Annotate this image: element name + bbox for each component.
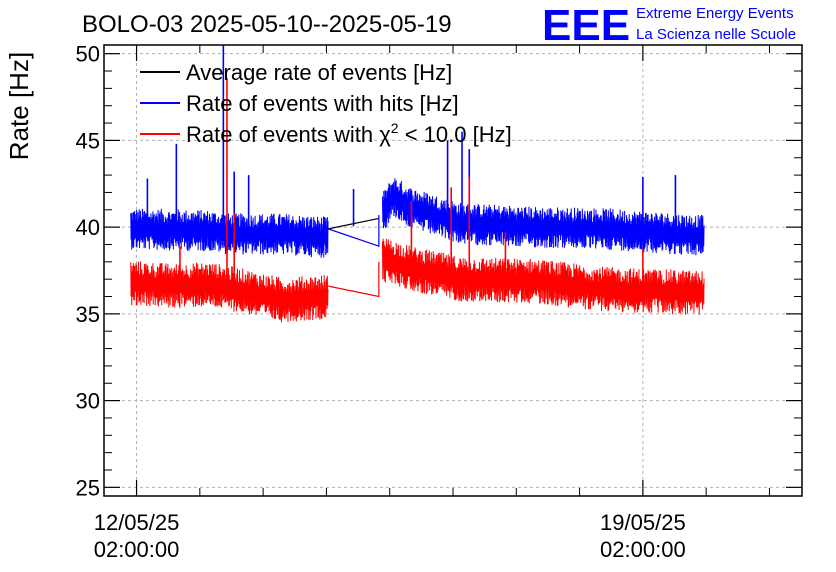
- x-tick-label-time: 02:00:00: [600, 537, 686, 562]
- legend-average-label: Average rate of events [Hz]: [186, 60, 452, 85]
- org-subtitle: La Scienza nelle Scuole: [636, 26, 796, 43]
- y-tick-label: 40: [76, 215, 100, 240]
- legend: Average rate of events [Hz] Rate of even…: [140, 60, 512, 147]
- axis-ticks: 25303540455012/05/2502:00:0019/05/2502:0…: [76, 42, 802, 562]
- hits-gap-connector: [328, 214, 380, 248]
- average-gap-connector: [328, 217, 379, 230]
- hits-series-line: [381, 178, 705, 256]
- y-tick-label: 30: [76, 389, 100, 414]
- org-name: Extreme Energy Events: [636, 5, 794, 22]
- legend-chi2-sup: 2: [391, 120, 399, 136]
- y-tick-label: 45: [76, 128, 100, 153]
- legend-chi2-symbol: χ: [379, 122, 391, 147]
- hits-series-line: [130, 208, 329, 258]
- legend-chi2-suffix: < 10.0 [Hz]: [399, 122, 512, 147]
- chart-title: BOLO-03 2025-05-10--2025-05-19: [82, 11, 452, 38]
- y-axis-label: Rate [Hz]: [4, 52, 34, 160]
- x-tick-label-time: 02:00:00: [94, 537, 180, 562]
- legend-chi2-label: Rate of events with χ2 < 10.0 [Hz]: [186, 120, 512, 147]
- data-layer: [130, 45, 705, 323]
- y-tick-label: 25: [76, 475, 100, 500]
- legend-chi2-prefix: Rate of events with: [186, 122, 379, 147]
- chi2-series-line: [381, 238, 705, 315]
- chi2-gap-connector: [328, 261, 380, 298]
- y-tick-label: 50: [76, 42, 100, 67]
- y-tick-label: 35: [76, 302, 100, 327]
- legend-hits-label: Rate of events with hits [Hz]: [186, 91, 459, 116]
- x-tick-label-date: 19/05/25: [600, 510, 686, 535]
- x-tick-label-date: 12/05/25: [94, 510, 180, 535]
- eee-logo: EEE: [542, 1, 630, 50]
- chi2-series-line: [130, 261, 329, 323]
